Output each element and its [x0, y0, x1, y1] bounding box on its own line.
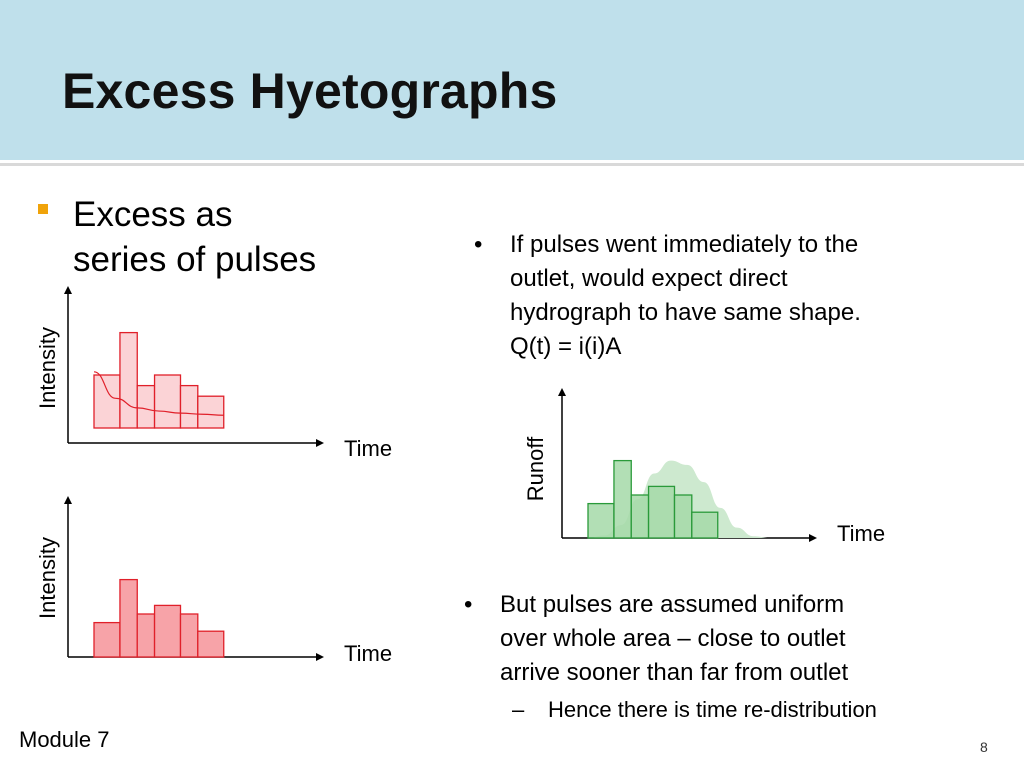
bar — [136, 384, 156, 429]
bullet-line: Q(t) = i(i)A — [510, 333, 622, 360]
title-divider-shadow — [0, 163, 1024, 166]
title-divider — [0, 160, 1024, 163]
y-axis-label: Runoff — [523, 436, 548, 502]
x-axis-label: Time — [344, 436, 393, 461]
hydrograph-bars — [587, 459, 719, 539]
x-axis-label: Time — [344, 641, 393, 666]
bar — [119, 578, 138, 658]
y-axis-label: Intensity — [35, 327, 60, 409]
bar — [630, 494, 650, 539]
dash-bullet-icon: – — [512, 697, 525, 722]
bullet-line: But pulses are assumed uniform — [500, 591, 845, 618]
curve — [93, 371, 224, 416]
hyeto-top-axes — [64, 286, 324, 447]
bullet-line: over whole area – close to outlet — [500, 625, 846, 652]
bar — [93, 621, 121, 658]
title-band — [0, 0, 1024, 160]
bullet-line: arrive sooner than far from outlet — [500, 659, 849, 686]
bar — [179, 384, 199, 429]
y-axis-label: Intensity — [35, 537, 60, 619]
main-bullet-line: Excess as — [73, 195, 233, 234]
bullet-dot-icon: • — [474, 231, 483, 258]
bar — [179, 613, 199, 658]
sub-bullet-text: Hence there is time re-distribution — [548, 697, 877, 722]
bullet-text: If pulses went immediately to the outlet… — [510, 228, 990, 364]
bar — [691, 511, 719, 539]
x-axis-label: Time — [837, 521, 886, 546]
main-bullet-line: series of pulses — [73, 240, 317, 279]
square-bullet-icon — [38, 204, 48, 214]
hyeto-bottom-bars — [93, 578, 225, 658]
bar — [647, 485, 676, 539]
bullet-dot-icon: • — [464, 591, 473, 618]
bar — [587, 502, 615, 539]
bar — [93, 374, 121, 429]
bullet-line: hydrograph to have same shape. — [510, 299, 861, 326]
bar — [613, 459, 632, 539]
page-number: 8 — [980, 739, 988, 755]
bar — [197, 395, 225, 429]
bar — [153, 604, 182, 658]
bar — [136, 613, 156, 658]
main-bullet-text: Excess as series of pulses — [73, 192, 393, 282]
bar — [197, 630, 225, 658]
bullet-line: If pulses went immediately to the — [510, 231, 859, 258]
hyeto-top-bars — [93, 331, 225, 429]
module-label: Module 7 — [19, 727, 110, 752]
bar — [673, 494, 693, 539]
bullet-line: outlet, would expect direct — [510, 265, 788, 292]
bar — [119, 331, 138, 429]
slide-title: Excess Hyetographs — [62, 63, 558, 119]
bullet-text: But pulses are assumed uniform over whol… — [500, 588, 980, 690]
bar — [153, 374, 182, 429]
